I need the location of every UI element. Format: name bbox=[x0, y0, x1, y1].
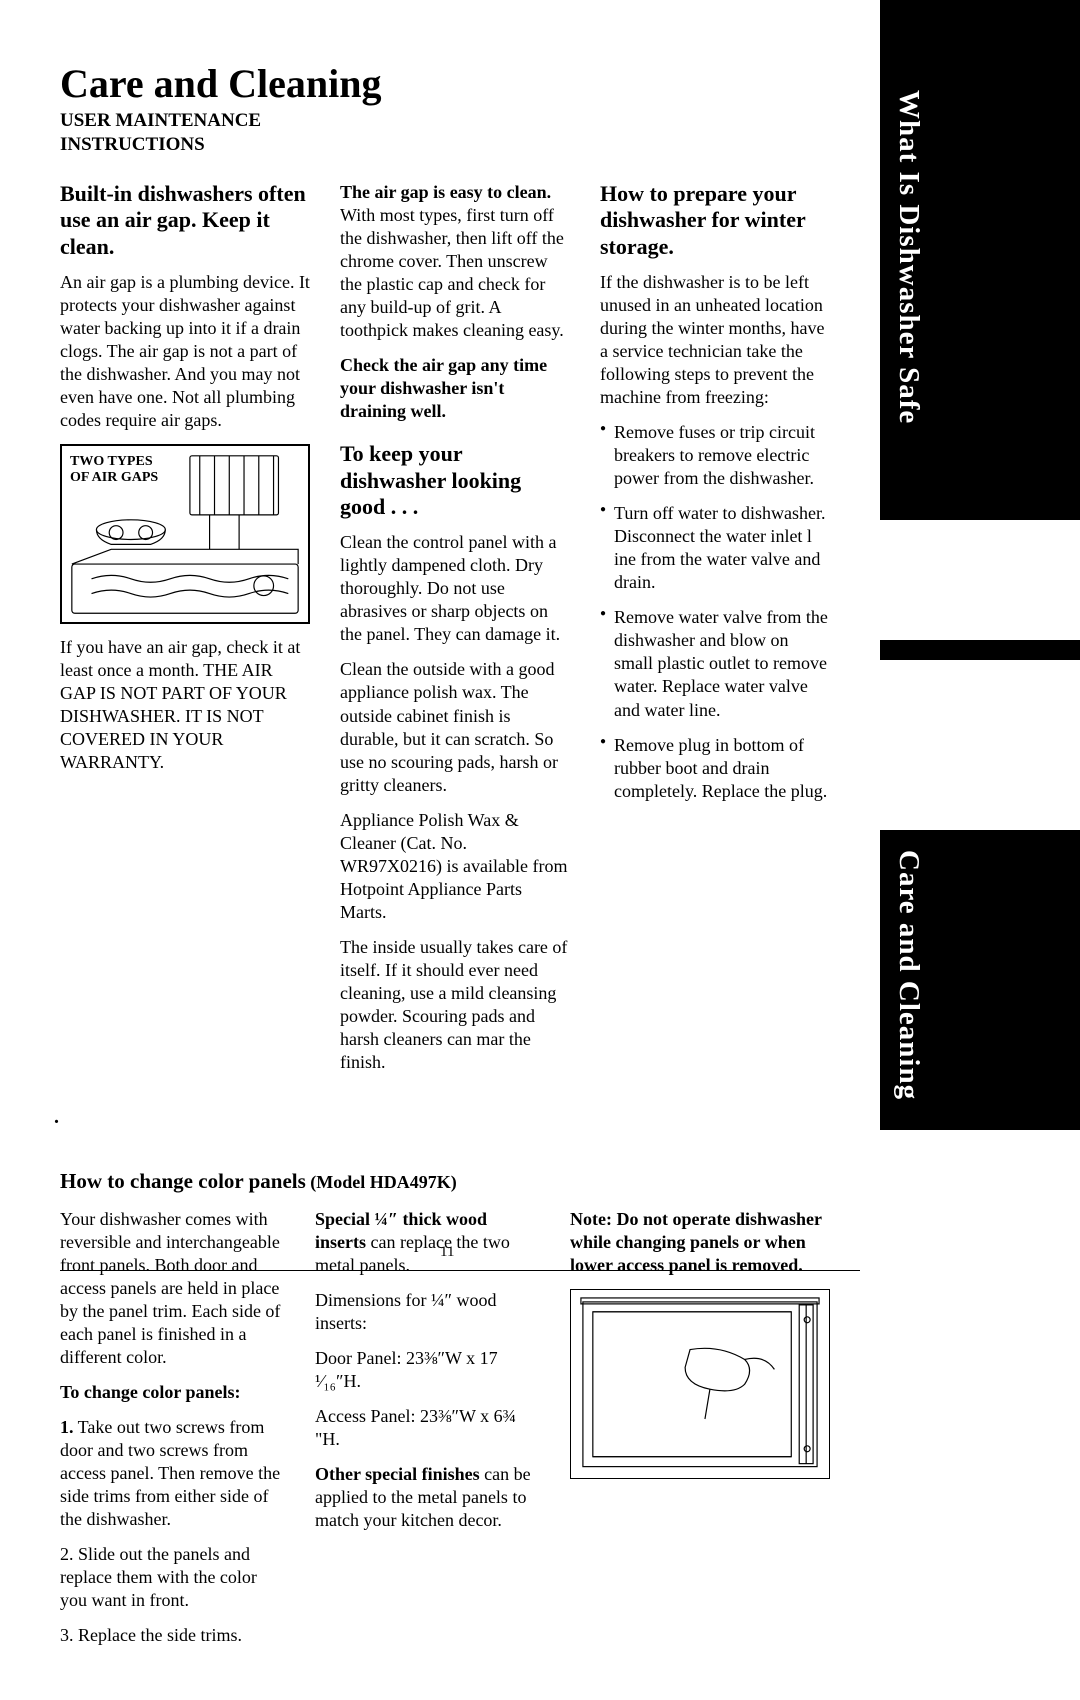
sec2-column-1: Your dishwasher comes with reversible an… bbox=[60, 1208, 285, 1660]
sec2-column-3: Note: Do not operate dishwasher while ch… bbox=[570, 1208, 830, 1660]
col2-p1: The air gap is easy to clean. With most … bbox=[340, 181, 570, 342]
side-tab-2: Care and Cleaning bbox=[892, 850, 925, 1100]
step1-text: Take out two screws from door and two sc… bbox=[60, 1417, 280, 1529]
section2-heading-model: (Model HDA497K) bbox=[306, 1172, 457, 1192]
col3-li4: Remove plug in bottom of rubber boot and… bbox=[600, 734, 830, 803]
top-columns: Built-in dishwashers often use an air ga… bbox=[60, 181, 830, 1086]
col2-p3: Clean the outside with a good appliance … bbox=[340, 658, 570, 796]
col1-heading: Built-in dishwashers often use an air ga… bbox=[60, 181, 310, 261]
page-number: 11 bbox=[440, 1244, 454, 1261]
sec2-c2-p3: Door Panel: 23⅜″W x 17 ¹⁄₁₆″H. bbox=[315, 1347, 540, 1393]
sec2-c3-note: Note: Do not operate dishwasher while ch… bbox=[570, 1208, 830, 1277]
column-1: Built-in dishwashers often use an air ga… bbox=[60, 181, 310, 1086]
air-gap-svg bbox=[62, 446, 308, 623]
col2-p4: Appliance Polish Wax & Cleaner (Cat. No.… bbox=[340, 809, 570, 924]
section2-heading: How to change color panels (Model HDA497… bbox=[60, 1169, 830, 1194]
panel-change-diagram bbox=[570, 1289, 830, 1479]
section2-heading-main: How to change color panels bbox=[60, 1169, 306, 1193]
page-subtitle: USER MAINTENANCE INSTRUCTIONS bbox=[60, 109, 830, 157]
side-tab-gap-1 bbox=[880, 520, 1080, 640]
column-3: How to prepare your dishwasher for winte… bbox=[600, 181, 830, 1086]
sec2-c2-p1: Special ¼″ thick wood inserts can replac… bbox=[315, 1208, 540, 1277]
side-tab-strip: What Is Dishwasher Safe Care and Cleanin… bbox=[880, 0, 1080, 1521]
col3-p1: If the dishwasher is to be left unused i… bbox=[600, 271, 830, 409]
footer-rule bbox=[60, 1270, 860, 1271]
subtitle-line-2: INSTRUCTIONS bbox=[60, 134, 205, 155]
col2-b1: The air gap is easy to clean. bbox=[340, 182, 551, 202]
side-tab-1: What Is Dishwasher Safe bbox=[892, 90, 925, 424]
col2-b2: Check the air gap any time your dishwash… bbox=[340, 354, 570, 423]
col3-li2: Turn off water to dishwasher. Disconnect… bbox=[600, 502, 830, 594]
side-tab-gap-3 bbox=[880, 1130, 1080, 1521]
page-title: Care and Cleaning bbox=[60, 60, 830, 107]
bottom-columns: Your dishwasher comes with reversible an… bbox=[60, 1208, 830, 1660]
step1-label: 1. bbox=[60, 1417, 74, 1437]
sec2-c2-p2: Dimensions for ¼″ wood inserts: bbox=[315, 1289, 540, 1335]
sec2-c1-p1: Your dishwasher comes with reversible an… bbox=[60, 1208, 285, 1369]
sec2-c1-step2: 2. Slide out the panels and replace them… bbox=[60, 1543, 285, 1612]
column-2: The air gap is easy to clean. With most … bbox=[340, 181, 570, 1086]
sec2-c2-p4: Access Panel: 23⅜″W x 6¾ "H. bbox=[315, 1405, 540, 1451]
sec2-c2-p5: Other special finishes can be applied to… bbox=[315, 1463, 540, 1532]
col3-heading: How to prepare your dishwasher for winte… bbox=[600, 181, 830, 261]
col2-p2: Clean the control panel with a lightly d… bbox=[340, 531, 570, 646]
sec2-c1-b1: To change color panels: bbox=[60, 1381, 285, 1404]
side-tab-gap-2 bbox=[880, 660, 1080, 830]
col1-p2: If you have an air gap, check it at leas… bbox=[60, 636, 310, 774]
col1-p1: An air gap is a plumbing device. It prot… bbox=[60, 271, 310, 432]
col3-li3: Remove water valve from the dishwasher a… bbox=[600, 606, 830, 721]
page-content: Care and Cleaning USER MAINTENANCE INSTR… bbox=[0, 0, 870, 1700]
subtitle-line-1: USER MAINTENANCE bbox=[60, 110, 261, 131]
col2-heading: To keep your dishwasher looking good . .… bbox=[340, 441, 570, 521]
col3-li1: Remove fuses or trip circuit breakers to… bbox=[600, 421, 830, 490]
col2-p5: The inside usually takes care of itself.… bbox=[340, 936, 570, 1074]
sec2-c1-step3: 3. Replace the side trims. bbox=[60, 1624, 285, 1647]
sec2-column-2: Special ¼″ thick wood inserts can replac… bbox=[315, 1208, 540, 1660]
panel-diagram-svg bbox=[571, 1290, 829, 1479]
col2-p1-body: With most types, first turn off the dish… bbox=[340, 205, 564, 340]
sec2-c1-step1: 1. Take out two screws from door and two… bbox=[60, 1416, 285, 1531]
stray-mark: . bbox=[54, 1106, 830, 1129]
sec2-c2-b2: Other special finishes bbox=[315, 1464, 480, 1484]
col3-bullets: Remove fuses or trip circuit breakers to… bbox=[600, 421, 830, 802]
air-gap-diagram: TWO TYPES OF AIR GAPS bbox=[60, 444, 310, 624]
